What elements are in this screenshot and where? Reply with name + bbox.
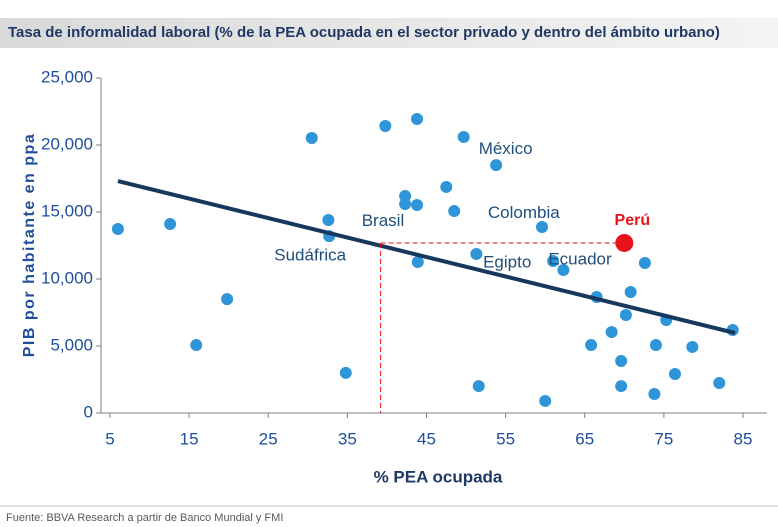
point	[411, 255, 424, 268]
point	[557, 264, 570, 277]
point	[411, 199, 424, 212]
x-axis-label: % PEA ocupada	[374, 467, 503, 486]
point	[539, 394, 552, 407]
y-tick-label: 20,000	[41, 134, 93, 153]
point	[457, 130, 470, 143]
point	[411, 113, 424, 126]
x-tick-label: 55	[496, 429, 515, 448]
point	[472, 380, 485, 393]
annotation: Colombia	[488, 203, 560, 222]
x-tick-label: 45	[417, 429, 436, 448]
point	[190, 339, 203, 352]
point	[547, 255, 560, 268]
y-tick-label: 15,000	[41, 201, 93, 220]
x-tick-label: 15	[180, 429, 199, 448]
highlight-label: Perú	[615, 212, 651, 229]
point	[164, 218, 177, 231]
x-tick-label: 25	[259, 429, 278, 448]
annotation: Egipto	[483, 252, 531, 271]
highlight-point	[615, 233, 634, 252]
point	[399, 197, 412, 210]
point	[668, 368, 681, 381]
point	[605, 326, 618, 339]
point	[585, 339, 598, 352]
title-band	[0, 18, 778, 48]
point	[649, 339, 662, 352]
y-tick-label: 10,000	[41, 268, 93, 287]
trend-line	[117, 179, 736, 335]
point	[448, 205, 461, 218]
point	[221, 293, 234, 306]
point	[111, 223, 124, 236]
point	[305, 132, 318, 145]
x-tick-label: 65	[575, 429, 594, 448]
point	[624, 285, 637, 298]
source: Fuente: BBVA Research a partir de Banco …	[6, 512, 283, 524]
x-tick-label: 35	[338, 429, 357, 448]
y-tick-label: 0	[84, 402, 93, 421]
y-axis-label: PIB por habitante en ppa	[21, 133, 38, 357]
annotation: Sudáfrica	[274, 246, 346, 265]
x-tick-label: 75	[654, 429, 673, 448]
y-tick-label: 25,000	[41, 67, 93, 86]
point	[713, 376, 726, 389]
point	[648, 387, 661, 400]
annotation: Ecuador	[548, 250, 612, 269]
point	[339, 366, 352, 379]
point	[615, 355, 628, 368]
annotation: Brasil	[362, 211, 405, 230]
point	[440, 180, 453, 193]
point	[638, 257, 651, 270]
annotation: México	[479, 139, 533, 158]
y-tick-label: 5,000	[50, 335, 93, 354]
point	[686, 340, 699, 353]
point	[490, 159, 503, 172]
point	[615, 380, 628, 393]
point	[536, 221, 549, 234]
point	[470, 247, 483, 260]
point	[379, 119, 392, 132]
x-tick-label: 85	[734, 429, 753, 448]
chart-title: Tasa de informalidad laboral (% de la PE…	[8, 24, 720, 41]
point	[619, 309, 632, 322]
x-tick-label: 5	[105, 429, 114, 448]
point	[322, 214, 335, 227]
